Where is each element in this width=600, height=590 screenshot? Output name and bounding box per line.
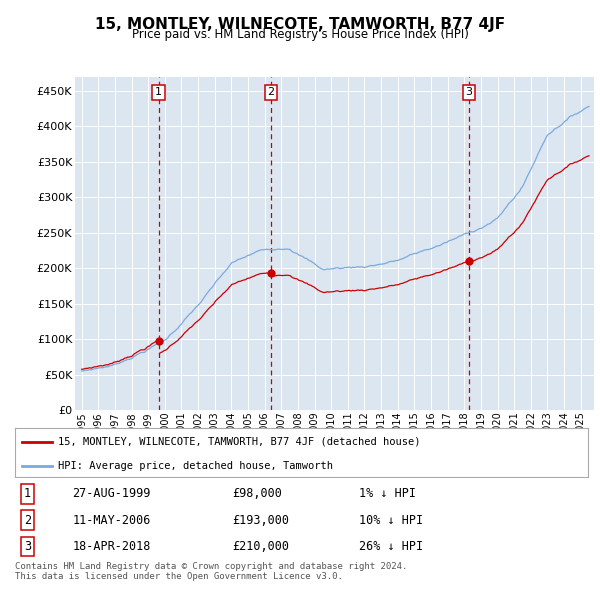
Text: 15, MONTLEY, WILNECOTE, TAMWORTH, B77 4JF (detached house): 15, MONTLEY, WILNECOTE, TAMWORTH, B77 4J… (58, 437, 421, 447)
Text: £98,000: £98,000 (233, 487, 283, 500)
Text: 2: 2 (268, 87, 274, 97)
Text: 10% ↓ HPI: 10% ↓ HPI (359, 514, 423, 527)
Text: 3: 3 (24, 540, 31, 553)
Text: £193,000: £193,000 (233, 514, 290, 527)
Text: 11-MAY-2006: 11-MAY-2006 (73, 514, 151, 527)
Text: 2: 2 (24, 514, 31, 527)
Text: Price paid vs. HM Land Registry's House Price Index (HPI): Price paid vs. HM Land Registry's House … (131, 28, 469, 41)
Text: 15, MONTLEY, WILNECOTE, TAMWORTH, B77 4JF: 15, MONTLEY, WILNECOTE, TAMWORTH, B77 4J… (95, 17, 505, 31)
Text: 26% ↓ HPI: 26% ↓ HPI (359, 540, 423, 553)
Text: 1: 1 (24, 487, 31, 500)
Text: 18-APR-2018: 18-APR-2018 (73, 540, 151, 553)
Text: 3: 3 (466, 87, 473, 97)
Text: £210,000: £210,000 (233, 540, 290, 553)
Text: 1: 1 (155, 87, 162, 97)
Text: HPI: Average price, detached house, Tamworth: HPI: Average price, detached house, Tamw… (58, 461, 333, 471)
Text: 27-AUG-1999: 27-AUG-1999 (73, 487, 151, 500)
Text: Contains HM Land Registry data © Crown copyright and database right 2024.
This d: Contains HM Land Registry data © Crown c… (15, 562, 407, 581)
Text: 1% ↓ HPI: 1% ↓ HPI (359, 487, 416, 500)
